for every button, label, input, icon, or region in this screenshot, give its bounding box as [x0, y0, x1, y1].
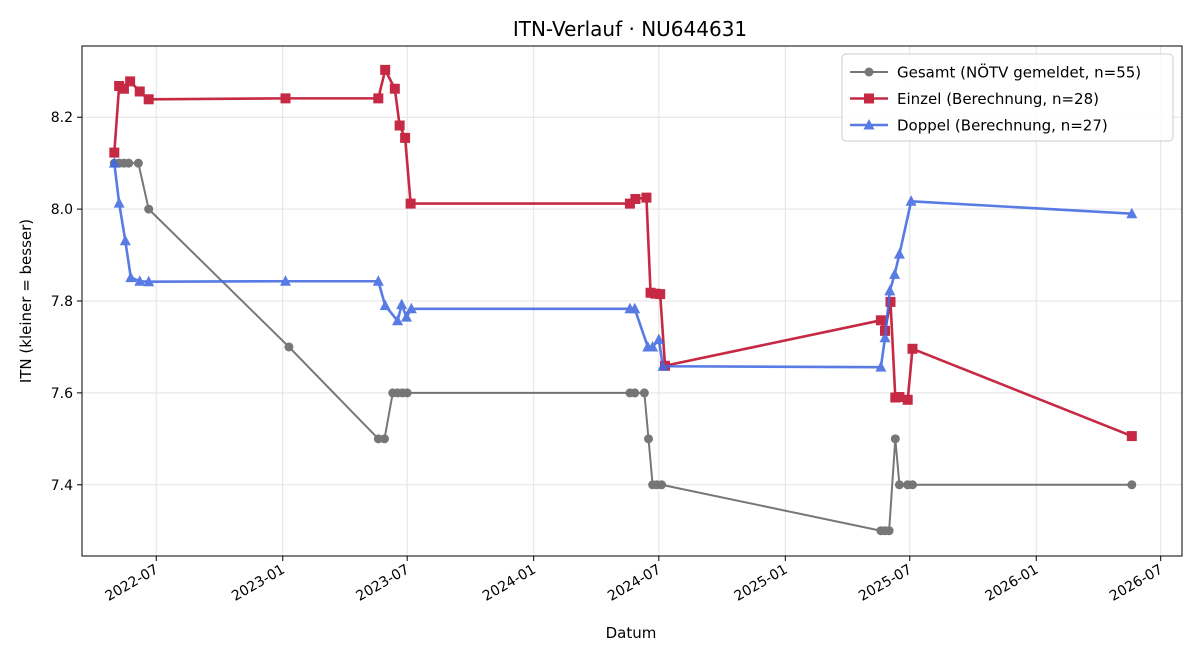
legend-item [850, 67, 888, 77]
data-point [641, 192, 652, 203]
x-tick-label: 2023-01 [229, 562, 288, 605]
data-point [653, 333, 665, 345]
series-1 [109, 158, 1137, 536]
data-point [280, 275, 291, 286]
series-layer [108, 64, 1138, 536]
y-tick-label: 7.4 [51, 478, 73, 494]
x-tick-label: 2022-07 [103, 562, 162, 605]
data-point [284, 342, 294, 352]
legend-marker [864, 93, 874, 104]
data-point [889, 268, 901, 279]
data-point [624, 198, 635, 209]
data-point [907, 343, 918, 354]
data-point [134, 86, 145, 97]
legend-label: Gesamt (NÖTV gemeldet, n=55) [897, 63, 1141, 82]
x-tick-label: 2025-01 [732, 562, 791, 605]
data-point [380, 434, 389, 444]
legend-marker [864, 67, 874, 77]
data-point [380, 64, 391, 75]
data-point [400, 132, 411, 143]
data-point [875, 315, 886, 326]
x-tick-label: 2026-07 [1107, 562, 1166, 605]
y-tick-label: 8.0 [51, 202, 73, 218]
data-point [875, 361, 887, 372]
data-point [908, 480, 917, 490]
data-point [630, 388, 640, 398]
data-point [144, 204, 154, 214]
data-point [884, 284, 896, 296]
data-point [885, 296, 896, 307]
data-point [879, 331, 891, 343]
y-axis-label: ITN (kleiner = besser) [17, 219, 35, 383]
data-point [389, 83, 400, 94]
x-axis-label: Datum [606, 624, 657, 642]
data-point [372, 275, 384, 286]
legend-label: Einzel (Berechnung, n=28) [897, 90, 1099, 108]
data-point [280, 93, 291, 104]
data-point [401, 311, 412, 322]
data-point [379, 299, 391, 311]
data-point [405, 198, 416, 209]
data-point [1127, 480, 1137, 490]
y-tick-label: 7.6 [51, 386, 73, 402]
data-point [657, 480, 667, 490]
data-point [639, 388, 649, 398]
data-point [402, 388, 412, 398]
data-point [134, 275, 146, 286]
data-point [133, 158, 143, 168]
data-point [890, 434, 900, 444]
data-point [630, 194, 641, 204]
legend-label: Doppel (Berechnung, n=27) [897, 117, 1108, 135]
x-axis: 2022-07 2023-01 2023-07 2024-01 2024-07 2025-… [103, 556, 1166, 605]
legend: Gesamt (NÖTV gemeldet, n=55) Einzel (Bere… [841, 53, 1174, 142]
data-point [405, 302, 417, 314]
x-tick-label: 2023-07 [354, 562, 413, 605]
legend-item [850, 93, 888, 104]
x-tick-label: 2024-01 [480, 562, 539, 605]
y-axis: 7.4 7.6 7.8 8.0 8.2 [51, 110, 82, 494]
data-point [108, 157, 120, 168]
data-point [894, 392, 905, 403]
x-tick-label: 2026-01 [983, 562, 1042, 605]
data-point [143, 94, 154, 105]
series-3 [108, 157, 1138, 372]
data-point [109, 147, 120, 158]
data-point [629, 302, 641, 314]
x-tick-label: 2024-07 [605, 562, 664, 605]
data-point [893, 248, 905, 259]
legend-box [841, 53, 1174, 142]
data-point [396, 298, 408, 310]
data-point [657, 360, 669, 371]
chart-title: ITN-Verlauf · NU644631 [513, 17, 747, 41]
data-point [655, 289, 666, 300]
data-point [373, 93, 384, 104]
data-point [647, 340, 659, 352]
data-point [902, 394, 913, 405]
data-point [125, 76, 136, 87]
legend-marker [863, 119, 875, 130]
legend-item [850, 119, 888, 130]
series-line [114, 162, 1132, 532]
data-point [644, 434, 653, 444]
data-point [905, 195, 917, 206]
x-tick-label: 2025-07 [856, 562, 915, 605]
data-point [392, 314, 404, 326]
data-point [884, 526, 894, 536]
y-tick-label: 7.8 [51, 294, 73, 310]
data-point [394, 120, 405, 131]
data-point [373, 434, 383, 444]
series-line [113, 163, 1132, 369]
data-point [118, 83, 129, 94]
data-point [124, 158, 134, 168]
data-point [119, 234, 131, 246]
y-tick-label: 8.2 [51, 110, 73, 126]
data-point [125, 271, 137, 283]
series-2 [109, 64, 1137, 442]
data-point [143, 275, 155, 287]
data-point [113, 197, 125, 208]
data-point [894, 480, 904, 490]
data-point [1126, 431, 1137, 442]
data-point [1126, 207, 1138, 219]
